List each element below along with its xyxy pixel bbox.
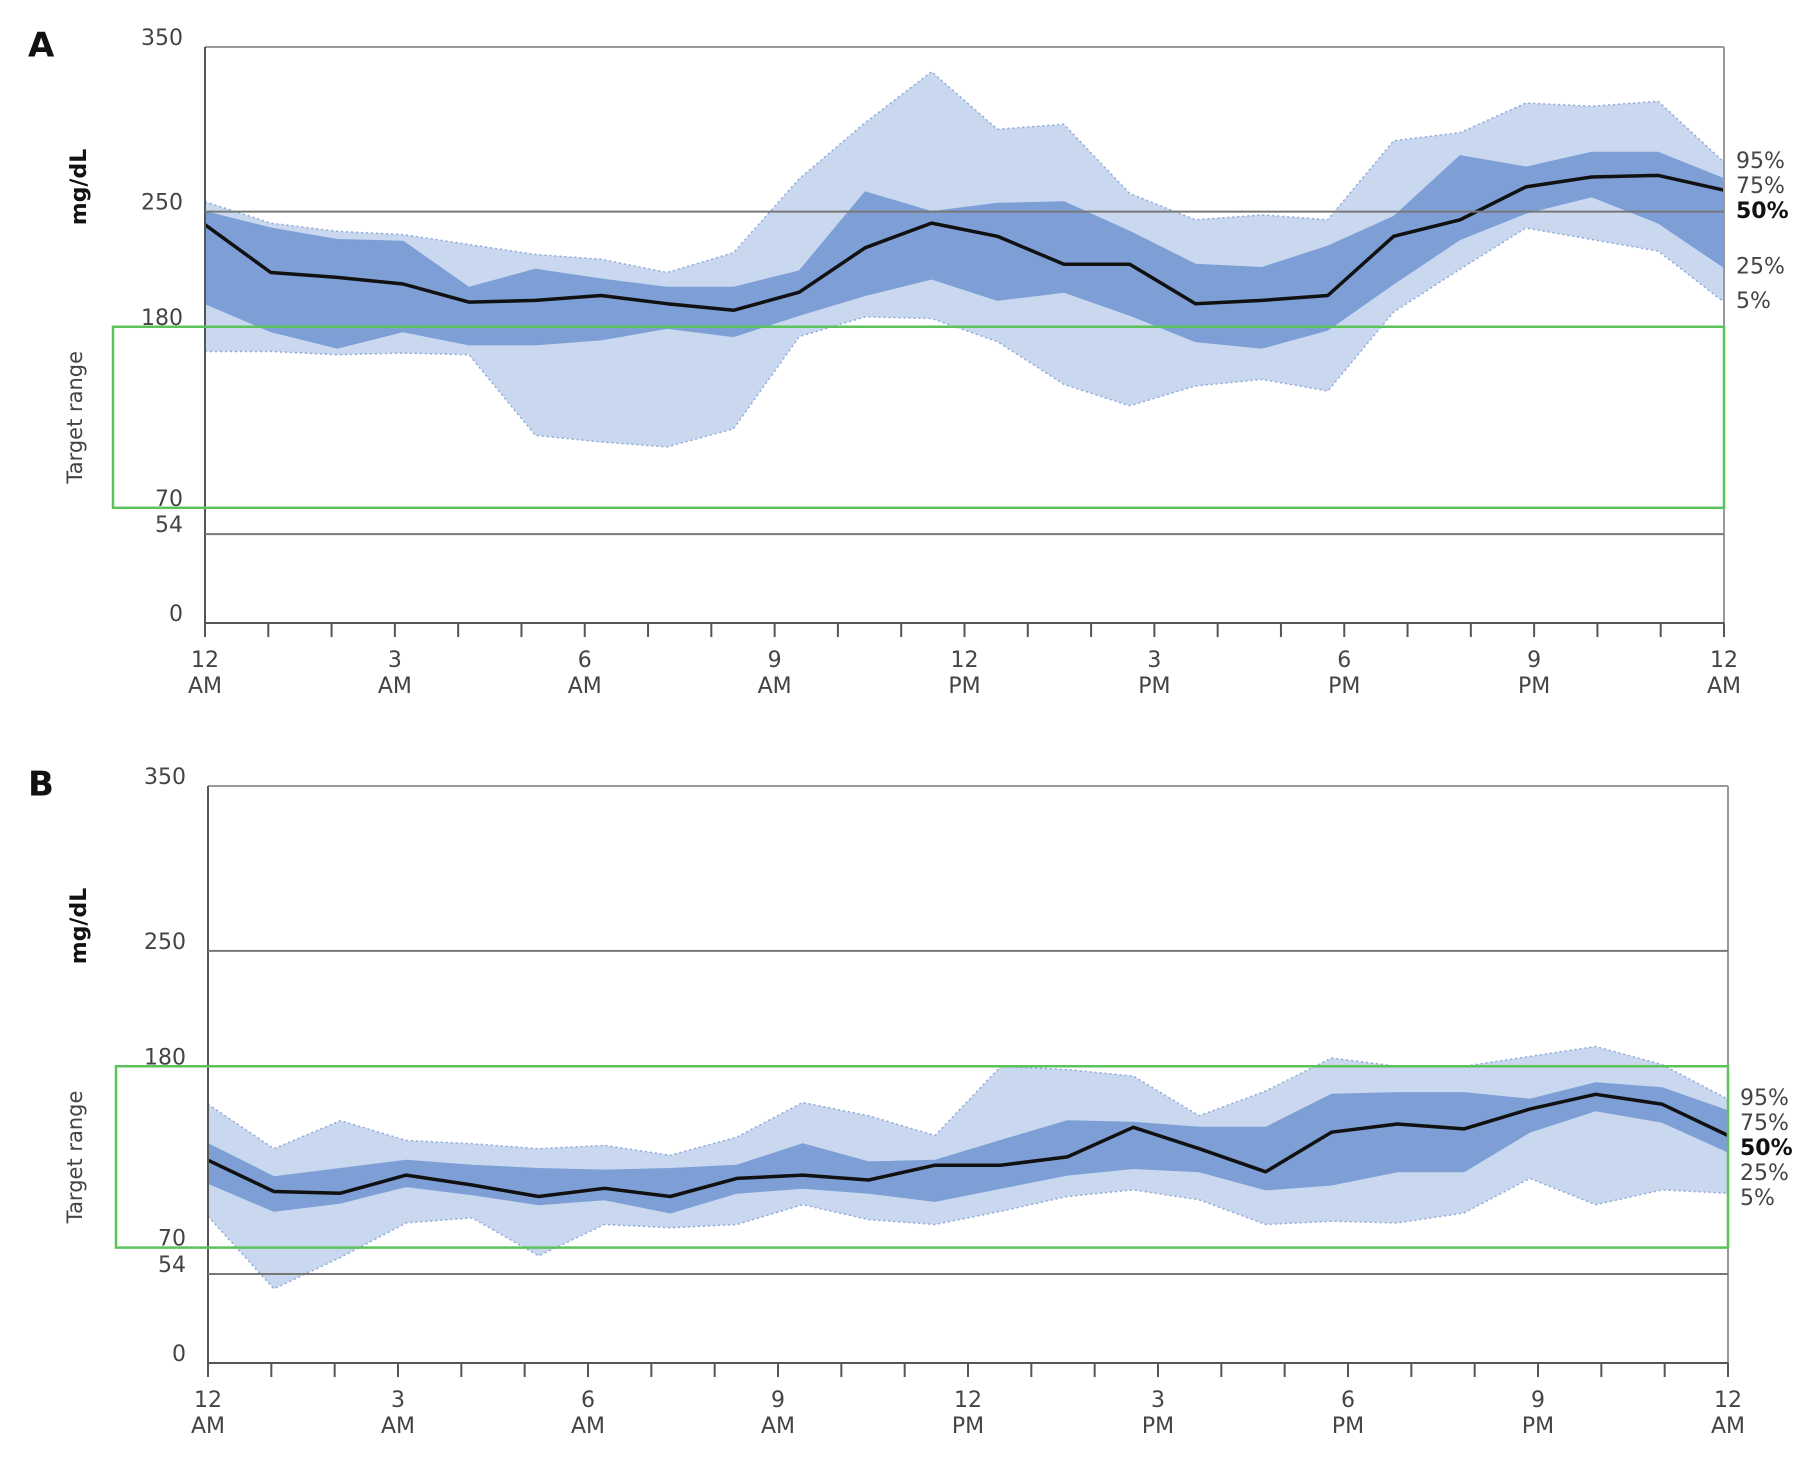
percentile-line xyxy=(204,151,1725,288)
x-tick-label: 6 xyxy=(1337,648,1351,673)
y-axis-label: mg/dL xyxy=(67,888,92,964)
y-tick-label: 350 xyxy=(144,765,186,790)
percentile-label: 75% xyxy=(1736,174,1785,199)
percentile-line xyxy=(207,1045,1729,1157)
y-tick-label: 0 xyxy=(172,1342,186,1367)
percentile-label: 75% xyxy=(1740,1111,1789,1136)
y-tick-label: 180 xyxy=(141,306,183,331)
x-tick-label: 3 xyxy=(1151,1388,1165,1413)
x-tick-label: 12 xyxy=(194,1388,222,1413)
percentile-label: 5% xyxy=(1740,1186,1775,1211)
y-tick-label: 70 xyxy=(155,487,183,512)
x-tick-label: 12 xyxy=(1710,648,1738,673)
x-tick-label: AM xyxy=(761,1414,795,1439)
x-tick-label: AM xyxy=(1711,1414,1745,1439)
x-tick-label: PM xyxy=(1142,1414,1174,1439)
x-tick-label: AM xyxy=(758,674,792,699)
y-tick-label: 54 xyxy=(155,513,183,538)
x-tick-label: PM xyxy=(1138,674,1170,699)
target-range-box xyxy=(111,325,1726,510)
x-tick-label: 3 xyxy=(388,648,402,673)
y-tick-label: 70 xyxy=(158,1227,186,1252)
x-tick-label: AM xyxy=(378,674,412,699)
percentile-line xyxy=(207,1110,1729,1214)
panel-label: B xyxy=(28,765,54,805)
x-tick-label: 12 xyxy=(191,648,219,673)
x-tick-label: PM xyxy=(1522,1414,1554,1439)
y-tick-label: 54 xyxy=(158,1253,186,1278)
median-line xyxy=(207,1092,1729,1199)
target-range-box xyxy=(114,1065,1730,1249)
y-axis-label: mg/dL xyxy=(67,149,92,225)
y-tick-label: 250 xyxy=(144,930,186,955)
x-tick-label: AM xyxy=(188,674,222,699)
x-tick-label: PM xyxy=(1328,674,1360,699)
percentile-label: 50% xyxy=(1736,199,1789,224)
percentile-band xyxy=(205,152,1724,349)
x-tick-label: 6 xyxy=(1341,1388,1355,1413)
percentile-line xyxy=(207,1082,1729,1178)
x-tick-label: 3 xyxy=(391,1388,405,1413)
x-tick-label: PM xyxy=(948,674,980,699)
percentile-label: 95% xyxy=(1740,1086,1789,1111)
y-tick-label: 0 xyxy=(169,602,183,627)
x-tick-label: 9 xyxy=(771,1388,785,1413)
percentile-band xyxy=(208,1082,1728,1213)
percentile-label: 95% xyxy=(1736,149,1785,174)
x-tick-label: 9 xyxy=(768,648,782,673)
x-tick-label: AM xyxy=(381,1414,415,1439)
x-tick-label: AM xyxy=(1707,674,1741,699)
percentile-label: 50% xyxy=(1740,1136,1793,1161)
x-tick-label: PM xyxy=(952,1414,984,1439)
percentile-line xyxy=(207,1177,1729,1290)
x-tick-label: 6 xyxy=(581,1388,595,1413)
panel-label: A xyxy=(28,26,55,66)
x-tick-label: 12 xyxy=(954,1388,982,1413)
x-tick-label: PM xyxy=(1332,1414,1364,1439)
x-tick-label: 12 xyxy=(1714,1388,1742,1413)
percentile-line xyxy=(204,70,1725,274)
percentile-label: 5% xyxy=(1736,289,1771,314)
x-tick-label: AM xyxy=(568,674,602,699)
percentile-label: 25% xyxy=(1736,255,1785,280)
x-tick-label: 12 xyxy=(951,648,979,673)
percentile-label: 25% xyxy=(1740,1161,1789,1186)
x-tick-label: PM xyxy=(1518,674,1550,699)
percentile-line xyxy=(204,196,1725,349)
x-tick-label: 3 xyxy=(1147,648,1161,673)
target-range-label: Target range xyxy=(63,1091,87,1225)
y-tick-label: 250 xyxy=(141,191,183,216)
y-tick-label: 180 xyxy=(144,1045,186,1070)
x-tick-label: AM xyxy=(571,1414,605,1439)
target-range-label: Target range xyxy=(63,351,87,485)
median-line xyxy=(203,173,1725,313)
x-tick-label: 9 xyxy=(1527,648,1541,673)
y-tick-label: 350 xyxy=(141,26,183,51)
x-tick-label: AM xyxy=(191,1414,225,1439)
x-tick-label: 9 xyxy=(1531,1388,1545,1413)
x-tick-label: 6 xyxy=(578,648,592,673)
